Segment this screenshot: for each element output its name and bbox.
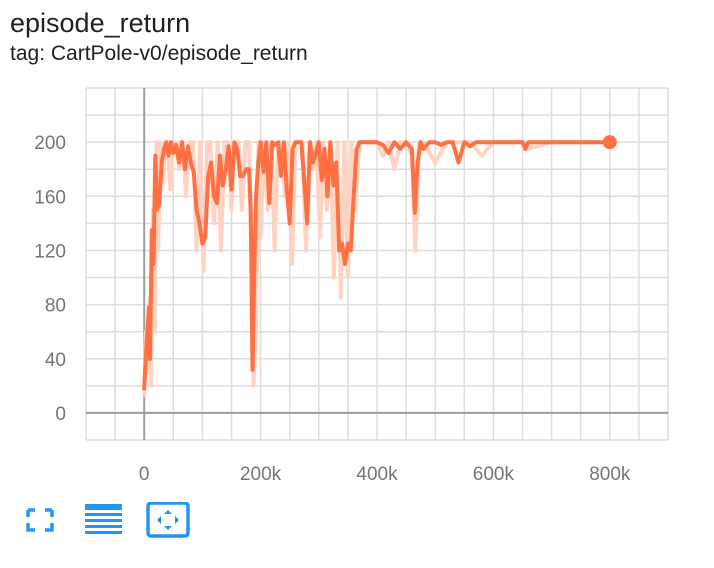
smoothed-series xyxy=(142,135,617,391)
x-tick-label: 0 xyxy=(139,464,150,485)
y-tick-label: 120 xyxy=(34,241,66,262)
fit-domain-icon xyxy=(146,501,190,538)
fullscreen-icon xyxy=(26,508,54,532)
y-tick-label: 200 xyxy=(34,133,66,154)
smoothed-series-line xyxy=(142,140,612,391)
data-list-icon xyxy=(85,504,122,534)
y-tick-label: 0 xyxy=(55,404,66,425)
fullscreen-button[interactable] xyxy=(24,502,56,538)
y-tick-label: 80 xyxy=(45,296,66,317)
x-tick-label: 200k xyxy=(240,464,282,485)
x-tick-label: 800k xyxy=(589,464,631,485)
chart-tag-subtitle: tag: CartPole-v0/episode_return xyxy=(10,42,308,65)
y-tick-labels: 0 40 80 120 160 200 xyxy=(34,133,66,425)
y-tick-label: 40 xyxy=(45,350,66,371)
chart-title: episode_return xyxy=(10,8,191,38)
chart-grid xyxy=(85,87,669,441)
fit-domain-button[interactable] xyxy=(146,501,190,538)
last-point-marker xyxy=(602,135,617,150)
x-tick-label: 600k xyxy=(473,464,515,485)
x-tick-labels: 0 200k 400k 600k 800k xyxy=(139,464,631,485)
x-tick-label: 400k xyxy=(356,464,398,485)
toggle-data-list-button[interactable] xyxy=(84,502,124,538)
y-tick-label: 160 xyxy=(34,187,66,208)
